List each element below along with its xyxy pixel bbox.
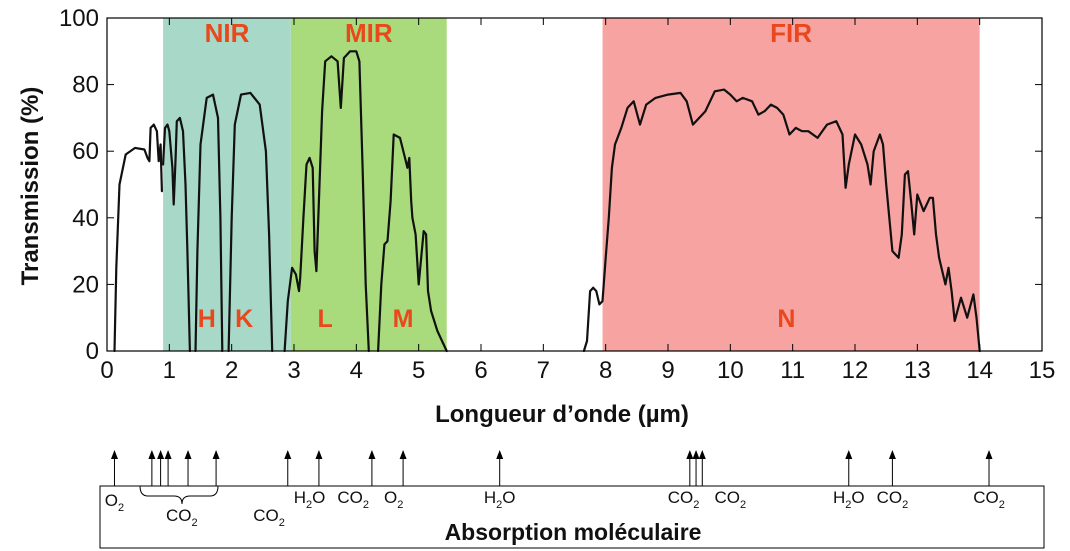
absorption-box xyxy=(99,485,1045,549)
absorption-arrow-head xyxy=(686,450,694,459)
absorption-arrow-head xyxy=(692,450,700,459)
x-tick-label: 2 xyxy=(225,357,238,384)
x-tick-label: 0 xyxy=(100,357,113,384)
transmission-curve-segment xyxy=(194,93,224,353)
absorption-arrow-head xyxy=(212,450,220,459)
absorption-label: CO2 xyxy=(337,488,369,511)
absorption-arrow-head xyxy=(157,450,165,459)
transmission-curve-segment xyxy=(162,116,191,353)
x-tick-label: 1 xyxy=(163,357,176,384)
y-tick-label: 100 xyxy=(59,5,99,32)
band-labels: NIR MIR FIR xyxy=(205,18,813,48)
absorption-arrow-head xyxy=(148,450,156,459)
filter-label-m: M xyxy=(393,305,414,333)
absorption-arrows xyxy=(110,450,993,486)
band-label-nir: NIR xyxy=(205,18,250,48)
x-tick-label: 6 xyxy=(474,357,487,384)
absorption-labels: O2 CO2 CO2 H2O CO2 O2 H2O CO2 CO2 H2O CO2 CO2 xyxy=(105,488,1005,529)
band-mir xyxy=(290,18,447,351)
absorption-arrow-head xyxy=(496,450,504,459)
absorption-label: H2O xyxy=(833,488,865,511)
transmission-curve-segment xyxy=(113,123,163,353)
transmission-curve-segment xyxy=(283,50,370,353)
band-label-fir: FIR xyxy=(770,18,812,48)
absorption-label: CO2 xyxy=(668,488,700,511)
absorption-label: H2O xyxy=(484,488,516,511)
absorption-arrow-head xyxy=(184,450,192,459)
filter-label-n: N xyxy=(777,305,795,333)
transmission-curve-segment xyxy=(227,91,274,353)
absorption-label: CO2 xyxy=(877,488,909,511)
x-tick-label: 5 xyxy=(412,357,425,384)
co2-brace xyxy=(139,485,219,505)
absorption-label: CO2 xyxy=(166,506,198,529)
absorption-label: CO2 xyxy=(973,488,1005,511)
plot-frame xyxy=(106,17,1043,352)
x-tick-label: 12 xyxy=(842,357,869,384)
absorption-label: O2 xyxy=(105,491,124,514)
band-nir xyxy=(163,18,291,351)
y-tick-label: 20 xyxy=(72,271,99,298)
x-tick-label: 10 xyxy=(717,357,744,384)
y-axis-title: Transmission (%) xyxy=(17,87,44,286)
absorption-label: CO2 xyxy=(715,488,747,511)
x-tick-label: 14 xyxy=(966,357,993,384)
band-fir xyxy=(602,18,980,351)
absorption-arrow-head xyxy=(368,450,376,459)
absorption-label: O2 xyxy=(384,488,403,511)
x-tick-label: 8 xyxy=(599,357,612,384)
x-tick-label: 4 xyxy=(350,357,363,384)
absorption-arrow-head xyxy=(110,450,118,459)
x-tick-label: 3 xyxy=(287,357,300,384)
absorption-arrow-head xyxy=(164,450,172,459)
transmission-curve-segment xyxy=(582,88,981,353)
absorption-arrow-head xyxy=(315,450,323,459)
x-tick-label: 9 xyxy=(661,357,674,384)
absorption-arrow-head xyxy=(985,450,993,459)
absorption-arrow-head xyxy=(284,450,292,459)
absorption-label: H2O xyxy=(294,488,326,511)
x-axis-title: Longueur d’onde (µm) xyxy=(435,401,689,428)
y-tick-label: 60 xyxy=(72,138,99,165)
x-tick-label: 11 xyxy=(780,357,805,384)
absorption-title: Absorption moléculaire xyxy=(445,519,702,545)
absorption-arrow-head xyxy=(888,450,896,459)
y-tick-label: 40 xyxy=(72,205,99,232)
filter-label-h: H xyxy=(198,305,216,333)
transmission-curve-segment xyxy=(377,133,448,353)
transmission-curves xyxy=(113,50,981,353)
y-tick-label: 80 xyxy=(72,72,99,99)
spectral-bands xyxy=(163,18,980,351)
filter-label-l: L xyxy=(318,305,333,333)
absorption-arrow-head xyxy=(698,450,706,459)
filter-label-k: K xyxy=(235,305,253,333)
absorption-arrow-head xyxy=(399,450,407,459)
y-tick-label: 0 xyxy=(86,338,99,365)
absorption-label: CO2 xyxy=(253,506,285,529)
x-tick-label: 13 xyxy=(904,357,931,384)
absorption-arrow-head xyxy=(845,450,853,459)
x-tick-label: 7 xyxy=(537,357,550,384)
x-tick-label: 15 xyxy=(1029,357,1056,384)
band-label-mir: MIR xyxy=(345,18,393,48)
